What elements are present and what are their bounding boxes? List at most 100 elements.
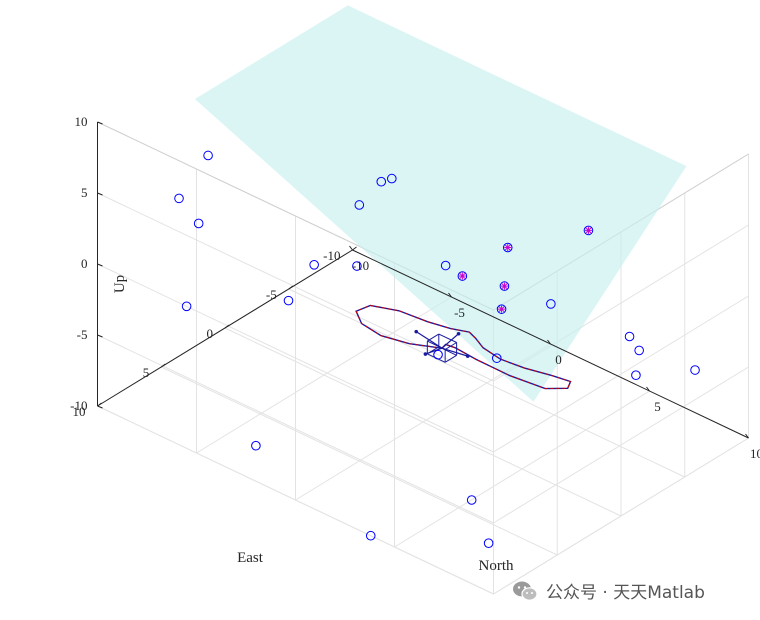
scatter-point <box>634 345 644 356</box>
scatter-point <box>181 301 192 312</box>
trajectory <box>355 304 572 390</box>
x-tick <box>547 339 551 345</box>
scatter-point <box>174 193 184 204</box>
scatter-point <box>440 260 451 271</box>
scatter-point <box>283 295 294 306</box>
y-tick-label: -10 <box>323 248 340 263</box>
y-tick-label: 5 <box>143 365 150 380</box>
scatter-point <box>365 530 376 541</box>
z-axis-label: Up <box>112 275 128 293</box>
highlight-ring <box>499 281 510 291</box>
y-tick-label: 10 <box>73 404 86 419</box>
vehicle-marker <box>414 329 470 363</box>
highlighted-point <box>583 225 594 236</box>
x-tick-label: 5 <box>654 399 661 414</box>
vehicle-edge <box>438 333 457 343</box>
highlighted-point <box>502 242 513 253</box>
wechat-icon <box>513 581 538 601</box>
highlight-cross <box>504 244 511 251</box>
highlight-cross <box>501 283 508 289</box>
scatter-point <box>466 495 477 505</box>
y-axis-label: East <box>237 550 264 566</box>
x-tick <box>448 292 452 298</box>
x-tick <box>745 433 749 439</box>
scatter-point <box>352 261 362 271</box>
z-tick <box>97 405 103 409</box>
z-tick-label: 5 <box>81 185 88 200</box>
y-tick <box>97 402 102 407</box>
grid-line <box>161 366 558 556</box>
y-tick <box>160 363 166 368</box>
z-tick-label: 10 <box>75 114 88 129</box>
vehicle-edge <box>427 353 446 363</box>
highlighted-point <box>457 271 468 281</box>
y-tick-label: -5 <box>266 287 277 302</box>
z-tick <box>97 121 103 125</box>
scatter-point <box>433 349 443 360</box>
scatter-point <box>387 173 397 184</box>
x-tick-label: -10 <box>352 258 369 273</box>
vehicle-edge <box>444 354 457 363</box>
highlighted-point <box>496 304 507 314</box>
highlight-cross <box>498 306 505 313</box>
x-tick <box>646 386 650 392</box>
highlight-ring <box>496 304 507 314</box>
watermark: 公众号 · 天天Matlab <box>512 578 705 603</box>
vehicle-rotor <box>423 352 428 356</box>
y-tick <box>352 246 357 251</box>
scatter-point <box>193 218 204 229</box>
tick-labels: -10 -10 -10 -5 -5 -5 0 0 0 5 5 5 10 10 10 <box>70 114 760 461</box>
scatter-point <box>546 299 556 309</box>
x-tick-label: -5 <box>454 305 465 320</box>
x-axis-label: North <box>479 558 514 574</box>
scatter-point <box>354 200 365 210</box>
obstacle-plane <box>194 5 687 402</box>
grid-line <box>224 327 622 517</box>
z-tick-label: -10 <box>70 398 87 413</box>
grid-line <box>493 295 749 453</box>
highlight-cross <box>585 227 592 234</box>
scatter-point <box>309 260 319 270</box>
y-tick <box>288 285 294 290</box>
axis-labels: North East Up <box>112 275 514 574</box>
vehicle-arm <box>441 347 468 357</box>
plane-surface <box>194 5 687 402</box>
scatter-points <box>174 150 700 549</box>
watermark-text: 公众号 · 天天Matlab <box>546 583 705 603</box>
highlighted-point <box>499 281 510 291</box>
grid-line <box>394 390 650 548</box>
highlight-cross <box>459 273 466 279</box>
z-tick <box>97 263 103 267</box>
x-tick <box>349 245 353 251</box>
trajectory-path <box>355 304 572 390</box>
vehicle-arm <box>415 331 443 349</box>
vehicle-edge <box>444 342 457 350</box>
scatter-point <box>376 176 387 187</box>
highlight-ring <box>457 271 468 281</box>
scatter-point <box>251 440 261 451</box>
z-tick <box>97 192 103 196</box>
grid-line <box>97 263 494 453</box>
vehicle-rotor <box>414 329 419 334</box>
scatter-point <box>203 150 213 161</box>
z-tick-label: -5 <box>77 327 88 342</box>
grid-line <box>97 405 494 595</box>
vehicle-arm <box>441 333 459 349</box>
z-tick <box>97 334 103 338</box>
scatter-point <box>690 365 700 375</box>
scatter-point <box>631 370 641 381</box>
scatter-point <box>624 331 635 342</box>
highlight-ring <box>502 242 513 253</box>
y-tick <box>224 324 230 329</box>
z-tick-label: 0 <box>81 256 88 271</box>
vehicle-rotor <box>465 354 470 358</box>
y-tick-label: 0 <box>207 326 214 341</box>
vehicle-arm <box>425 347 443 355</box>
grid-line <box>493 437 749 595</box>
scatter-point <box>483 538 494 549</box>
x-tick-label: 0 <box>555 352 562 367</box>
highlight-ring <box>583 225 594 236</box>
scatter-point <box>491 353 502 363</box>
x-tick-label: 10 <box>750 446 760 461</box>
